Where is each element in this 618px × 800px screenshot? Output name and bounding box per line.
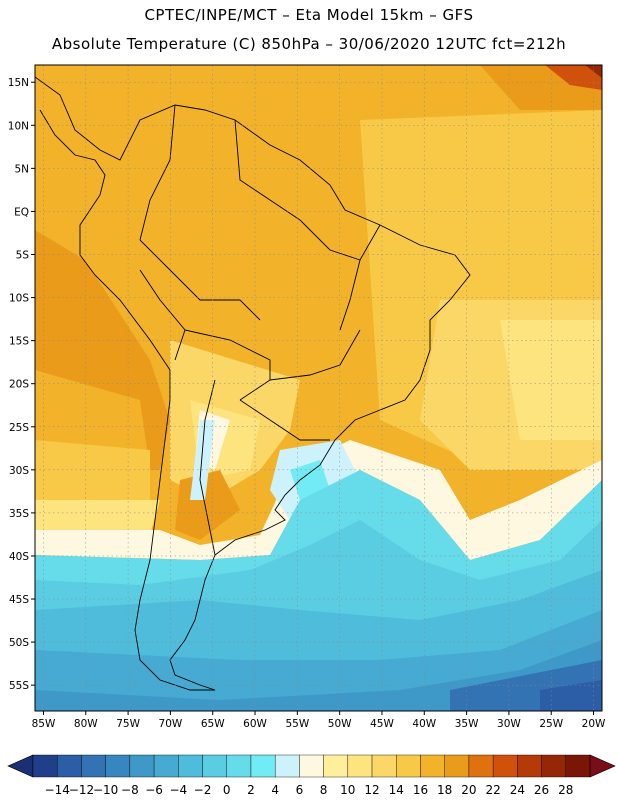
map-title-line-2: Absolute Temperature (C) 850hPa – 30/06/… [51,35,567,53]
colorbar-label: 14 [389,783,404,797]
map-border [34,64,603,712]
colorbar-swatch [129,754,155,778]
colorbar-swatch [81,754,106,778]
colorbar-label: 8 [320,783,328,797]
lat-tick-label: 10N [8,120,29,132]
lat-tick-label: 5N [14,163,29,175]
lat-tick-label: 15S [9,336,29,348]
colorbar-swatch [153,754,179,778]
lat-tick-label: 5S [16,249,30,261]
colorbar-swatch [517,754,542,778]
lon-tick-label: 75W [116,718,140,730]
colorbar-label: 26 [534,783,549,797]
lon-tick-label: 55W [285,718,309,730]
lat-tick-label: 45S [9,594,29,606]
colorbar-swatch [323,754,349,778]
colorbar-swatch [202,754,227,778]
colorbar-label: 20 [461,783,476,797]
colorbar-label: −2 [194,783,212,797]
lon-tick-label: 80W [74,718,98,730]
lat-tick-label: 50S [9,637,29,649]
lon-tick-label: 60W [243,718,267,730]
colorbar-swatch [178,754,203,778]
colorbar-swatch [57,754,82,778]
colorbar-label: 12 [364,783,379,797]
colorbar-swatch [371,754,397,778]
colorbar-swatch [299,754,324,778]
colorbar-swatch [444,754,470,778]
colorbar-swatch [105,754,131,778]
lon-tick-label: 30W [497,718,521,730]
lon-tick-label: 85W [32,718,56,730]
lon-tick-label: 65W [201,718,225,730]
lat-tick-label: 35S [9,508,29,520]
colorbar-swatch [420,754,445,778]
colorbar-label: 0 [223,783,231,797]
lon-tick-label: 25W [539,718,563,730]
lon-tick-label: 45W [370,718,394,730]
coastline-borders [35,76,471,691]
map-title-line-1: CPTEC/INPE/MCT – Eta Model 15km – GFS [144,6,474,24]
lat-tick-label: 10S [9,293,29,305]
lat-tick-label: 40S [9,551,29,563]
colorbar-label: −8 [121,783,139,797]
colorbar-label: −10 [93,783,118,797]
colorbar-swatch [468,754,494,778]
colorbar-swatch [32,754,58,778]
colorbar-label: 10 [340,783,355,797]
colorbar-swatch [226,754,252,778]
lat-tick-label: EQ [14,206,29,218]
colorbar-label: 6 [296,783,304,797]
latitude-axis: 15N 10N 5N EQ 5S 10S 15S 20S 25S 30S 35S 40S 45S 50S 5… [8,77,35,692]
lat-tick-label: 15N [8,77,29,89]
lat-tick-label: 30S [9,465,29,477]
colorbar-under-arrow [7,754,34,778]
colorbar-label: −4 [169,783,187,797]
colorbar-label: −12 [69,783,94,797]
temperature-colorbar: −14−12−10 −8 −6 −4 −2 0 2 4 6 8 10 12 14 16 18 20 22 24 26… [7,754,616,797]
lon-tick-label: 40W [412,718,436,730]
colorbar-swatch [347,754,373,778]
colorbar-label: 16 [413,783,428,797]
colorbar-label: 4 [271,783,279,797]
colorbar-swatch [396,754,421,778]
lon-tick-label: 50W [328,718,352,730]
lat-tick-label: 55S [9,680,29,692]
colorbar-swatch [541,754,566,778]
lon-tick-label: 20W [582,718,606,730]
lat-tick-label: 25S [9,422,29,434]
colorbar-label: 2 [247,783,255,797]
colorbar-label: 28 [558,783,573,797]
colorbar-label: 18 [437,783,452,797]
lon-tick-label: 70W [159,718,183,730]
graticule [35,65,602,711]
longitude-axis: 85W 80W 75W 70W 65W 60W 55W 50W 45W 40W 35W 30W 25W 2… [32,711,606,730]
colorbar-swatch [250,754,276,778]
colorbar-over-arrow [589,754,616,778]
lat-tick-label: 20S [9,379,29,391]
temperature-field [35,65,602,711]
colorbar-swatch [492,754,518,778]
colorbar-label: −14 [45,783,70,797]
colorbar-label: 24 [510,783,525,797]
lon-tick-label: 35W [455,718,479,730]
colorbar-label: −6 [145,783,163,797]
colorbar-label: 22 [485,783,500,797]
colorbar-swatch [565,754,591,778]
colorbar-swatch [274,754,300,778]
